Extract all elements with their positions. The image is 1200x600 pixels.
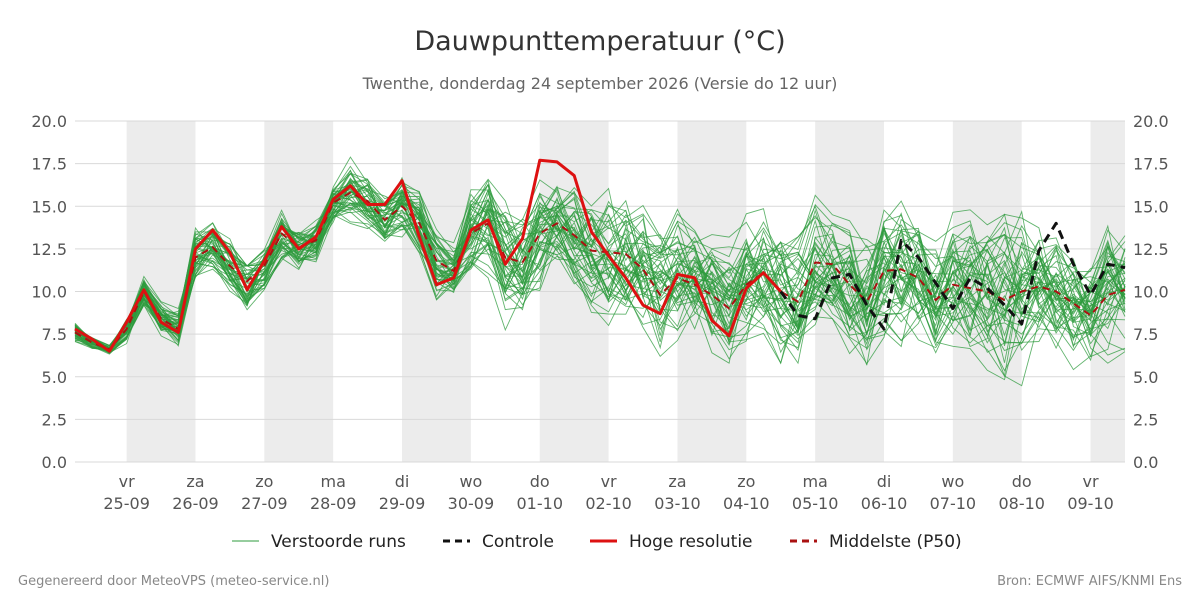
x-tick-date: 30-09 — [448, 494, 495, 513]
x-tick-date: 05-10 — [792, 494, 839, 513]
ensemble-run-line — [74, 187, 1126, 351]
x-tick-date: 08-10 — [998, 494, 1045, 513]
x-tick-day: zo — [255, 472, 273, 491]
x-tick-day: za — [668, 472, 686, 491]
ensemble-run-line — [74, 199, 1126, 350]
ensemble-run-line — [74, 194, 1126, 350]
x-tick-day: di — [395, 472, 410, 491]
y-tick-label: 12.5 — [31, 240, 67, 259]
x-tick-day: wo — [941, 472, 964, 491]
ensemble-run-line — [74, 185, 1126, 348]
main-series — [74, 158, 1126, 353]
ensemble-run-line — [74, 195, 1126, 352]
x-tick-date: 25-09 — [103, 494, 150, 513]
y-tick-label: 12.5 — [1133, 240, 1169, 259]
x-tick-date: 07-10 — [930, 494, 977, 513]
y-tick-label: 7.5 — [42, 325, 67, 344]
y-tick-label: 0.0 — [1133, 453, 1158, 472]
y-tick-label: 2.5 — [42, 410, 67, 429]
ensemble-run-line — [74, 179, 1126, 349]
ensemble-run-line — [74, 183, 1126, 365]
x-tick-day: di — [877, 472, 892, 491]
x-tick-day: do — [530, 472, 550, 491]
x-tick-day: vr — [601, 472, 617, 491]
y-tick-label: 17.5 — [31, 155, 67, 174]
y-tick-label: 5.0 — [42, 368, 67, 387]
ensemble-runs — [74, 156, 1126, 387]
x-tick-date: 04-10 — [723, 494, 770, 513]
y-tick-label: 5.0 — [1133, 368, 1158, 387]
y-tick-label: 17.5 — [1133, 155, 1169, 174]
x-tick-date: 03-10 — [654, 494, 701, 513]
legend: Verstoorde runs Controle Hoge resolutie Mid… — [232, 532, 962, 552]
x-tick-day: ma — [321, 472, 346, 491]
x-tick-date: 02-10 — [585, 494, 632, 513]
legend-label: Middelste (P50) — [829, 532, 962, 552]
chart-subtitle: Twenthe, donderdag 24 september 2026 (Ve… — [362, 74, 838, 93]
y-tick-label: 20.0 — [31, 112, 67, 131]
y-axis-right: 0.0 2.5 5.0 7.5 10.0 12.5 15.0 17.5 20.0 — [1133, 112, 1169, 472]
x-tick-date: 28-09 — [310, 494, 357, 513]
y-tick-label: 7.5 — [1133, 325, 1158, 344]
legend-label: Verstoorde runs — [271, 532, 406, 552]
y-tick-label: 15.0 — [1133, 197, 1169, 216]
y-tick-label: 2.5 — [1133, 410, 1158, 429]
x-axis: vr 25-09 za 26-09 zo 27-09 ma 28-09 di 29-09 wo 30-… — [103, 472, 1113, 513]
high-resolution-line — [74, 158, 782, 353]
x-tick-date: 27-09 — [241, 494, 288, 513]
ensemble-run-line — [74, 198, 1126, 350]
x-tick-day: wo — [459, 472, 482, 491]
x-tick-date: 29-09 — [379, 494, 426, 513]
chart-title: Dauwpunttemperatuur (°C) — [414, 26, 785, 57]
control-line — [779, 221, 1126, 331]
footer-left: Gegenereerd door MeteoVPS (meteo-service… — [18, 574, 329, 589]
x-tick-date: 01-10 — [517, 494, 564, 513]
footer-right: Bron: ECMWF AIFS/KNMI Ens — [997, 574, 1182, 589]
x-tick-day: vr — [119, 472, 135, 491]
y-tick-label: 10.0 — [31, 283, 67, 302]
ensemble-run-line — [74, 178, 1126, 348]
x-tick-day: za — [186, 472, 204, 491]
y-axis-left: 0.0 2.5 5.0 7.5 10.0 12.5 15.0 17.5 20.0 — [31, 112, 67, 472]
x-tick-day: vr — [1083, 472, 1099, 491]
x-tick-date: 26-09 — [172, 494, 219, 513]
ensemble-run-line — [74, 172, 1126, 354]
x-tick-day: do — [1012, 472, 1032, 491]
y-tick-label: 20.0 — [1133, 112, 1169, 131]
x-tick-day: zo — [737, 472, 755, 491]
legend-label: Controle — [482, 532, 554, 552]
x-tick-day: ma — [802, 472, 827, 491]
legend-label: Hoge resolutie — [629, 532, 753, 552]
x-tick-date: 09-10 — [1067, 494, 1114, 513]
x-tick-date: 06-10 — [861, 494, 908, 513]
ensemble-run-line — [74, 173, 1126, 350]
ensemble-run-line — [74, 176, 1126, 347]
median-p50-line — [74, 191, 1126, 351]
ensemble-run-line — [74, 173, 1126, 365]
y-tick-label: 15.0 — [31, 197, 67, 216]
y-tick-label: 0.0 — [42, 453, 67, 472]
y-tick-label: 10.0 — [1133, 283, 1169, 302]
